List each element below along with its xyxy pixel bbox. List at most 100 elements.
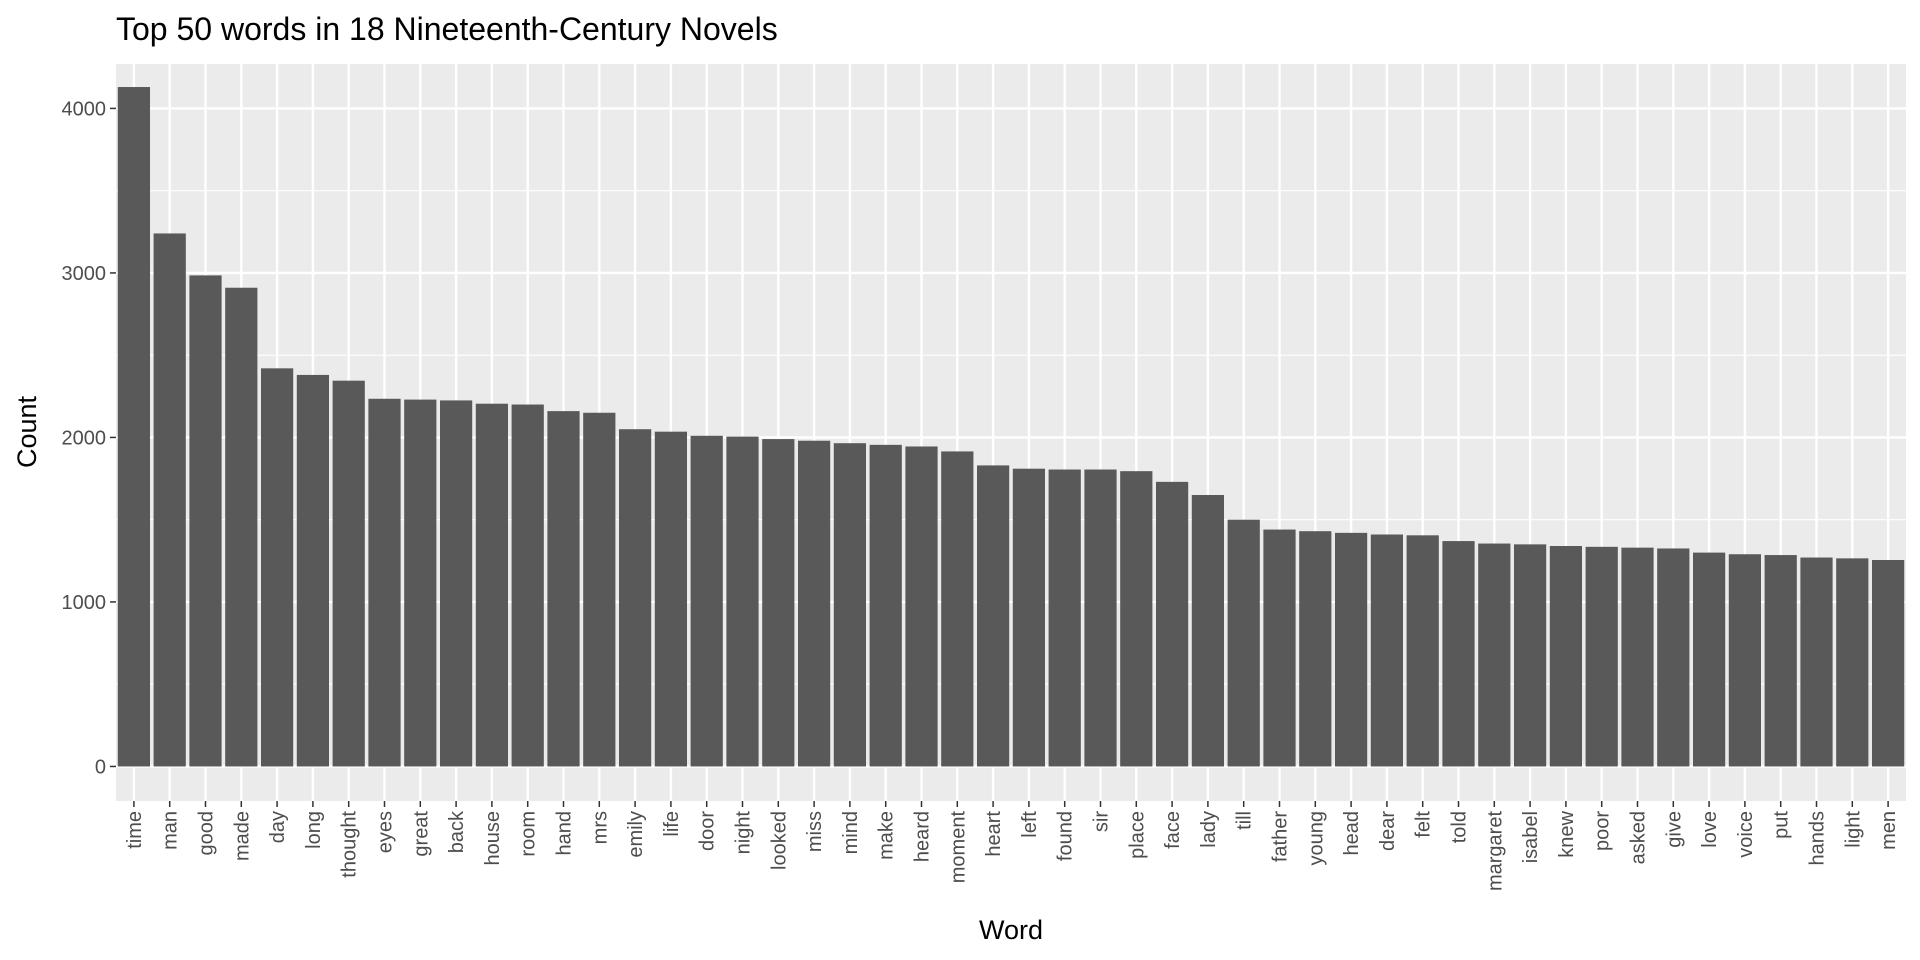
x-tick-label: miss <box>804 811 826 852</box>
x-tick-label: looked <box>768 811 790 870</box>
bar-found <box>1048 469 1081 767</box>
x-tick-label: thought <box>339 811 361 878</box>
x-tick-label: heart <box>983 811 1005 857</box>
x-tick-label: good <box>196 811 218 856</box>
bar-left <box>1012 468 1046 767</box>
x-tick-label: moment <box>947 811 969 884</box>
bar-sir <box>1084 469 1117 767</box>
bar-make <box>869 444 902 767</box>
x-tick-label: man <box>160 811 182 850</box>
x-tick-label: knew <box>1556 810 1578 857</box>
bar-heard <box>905 446 938 767</box>
x-tick-label: lady <box>1198 811 1220 848</box>
chart-title: Top 50 words in 18 Nineteenth-Century No… <box>116 11 778 47</box>
bar-men <box>1871 559 1905 767</box>
y-axis-title: Count <box>12 395 42 468</box>
x-tick-label: told <box>1449 811 1471 843</box>
y-tick-label: 0 <box>95 756 106 778</box>
x-axis: time man good made day long thought eyes great ba… <box>124 801 1900 891</box>
x-tick-label: great <box>410 811 432 857</box>
x-tick-label: poor <box>1592 811 1614 851</box>
bar-hands <box>1800 557 1833 767</box>
y-tick-label: 3000 <box>62 263 107 285</box>
x-tick-label: heard <box>912 811 934 862</box>
bar-young <box>1299 531 1332 767</box>
x-tick-label: hand <box>554 811 576 856</box>
bar-voice <box>1728 554 1762 767</box>
bar-till <box>1227 519 1260 767</box>
x-tick-label: found <box>1055 811 1077 861</box>
bar-felt <box>1406 535 1439 767</box>
bars <box>117 87 1905 767</box>
x-tick-label: father <box>1270 811 1292 862</box>
x-tick-label: left <box>1019 811 1041 838</box>
bar-night <box>726 436 759 767</box>
bar-isabel <box>1513 544 1547 767</box>
x-tick-label: room <box>518 811 540 857</box>
y-axis: 0 1000 2000 3000 4000 <box>62 98 116 778</box>
bar-mrs <box>583 412 616 767</box>
x-tick-label: dear <box>1377 811 1399 851</box>
bar-put <box>1764 555 1797 767</box>
x-tick-label: mind <box>840 811 862 854</box>
bar-back <box>439 400 473 767</box>
x-tick-label: give <box>1663 811 1685 848</box>
x-tick-label: eyes <box>375 811 397 853</box>
bar-margaret <box>1478 543 1511 767</box>
x-tick-label: emily <box>625 811 647 858</box>
bar-door <box>690 435 723 767</box>
x-tick-label: head <box>1341 811 1363 856</box>
bar-heart <box>976 465 1010 767</box>
bar-knew <box>1549 546 1583 767</box>
bar-father <box>1263 529 1296 767</box>
x-tick-label: house <box>482 811 504 866</box>
bar-good <box>189 275 222 767</box>
x-tick-label: put <box>1771 811 1793 839</box>
x-tick-label: voice <box>1735 811 1757 858</box>
bar-moment <box>941 451 974 767</box>
x-tick-label: back <box>446 810 468 853</box>
bar-lady <box>1191 495 1225 767</box>
bar-looked <box>762 439 795 767</box>
bar-love <box>1692 552 1726 767</box>
x-tick-label: sir <box>1091 811 1113 832</box>
x-tick-label: hands <box>1807 811 1829 866</box>
bar-long <box>296 374 330 767</box>
bar-life <box>654 431 688 767</box>
x-tick-label: face <box>1162 811 1184 849</box>
bar-hand <box>547 411 580 767</box>
y-tick-label: 1000 <box>62 592 107 614</box>
x-tick-label: door <box>697 811 719 851</box>
x-tick-label: young <box>1305 811 1327 866</box>
x-tick-label: men <box>1878 811 1900 850</box>
x-tick-label: life <box>661 811 683 837</box>
bar-poor <box>1585 546 1618 767</box>
x-tick-label: make <box>876 811 898 860</box>
x-tick-label: light <box>1842 811 1864 848</box>
bar-room <box>511 404 544 767</box>
bar-emily <box>618 429 652 767</box>
x-tick-label: time <box>124 811 146 849</box>
x-tick-label: mrs <box>589 811 611 844</box>
bar-light <box>1836 558 1869 767</box>
bar-miss <box>797 440 831 767</box>
bar-man <box>153 233 186 767</box>
x-tick-label: day <box>267 811 289 843</box>
bar-mind <box>833 443 867 767</box>
bar-face <box>1155 481 1189 767</box>
bar-day <box>260 368 294 767</box>
bar-thought <box>332 380 365 767</box>
x-tick-label: place <box>1126 811 1148 859</box>
x-tick-label: love <box>1699 811 1721 848</box>
x-tick-label: till <box>1234 811 1256 830</box>
bar-asked <box>1621 547 1654 767</box>
x-axis-title: Word <box>979 915 1043 945</box>
bar-head <box>1334 532 1368 767</box>
x-tick-label: margaret <box>1484 811 1506 891</box>
bar-eyes <box>368 398 401 767</box>
bar-house <box>475 403 509 767</box>
bar-great <box>404 399 437 767</box>
y-tick-label: 2000 <box>62 427 107 449</box>
x-tick-label: made <box>231 811 253 861</box>
